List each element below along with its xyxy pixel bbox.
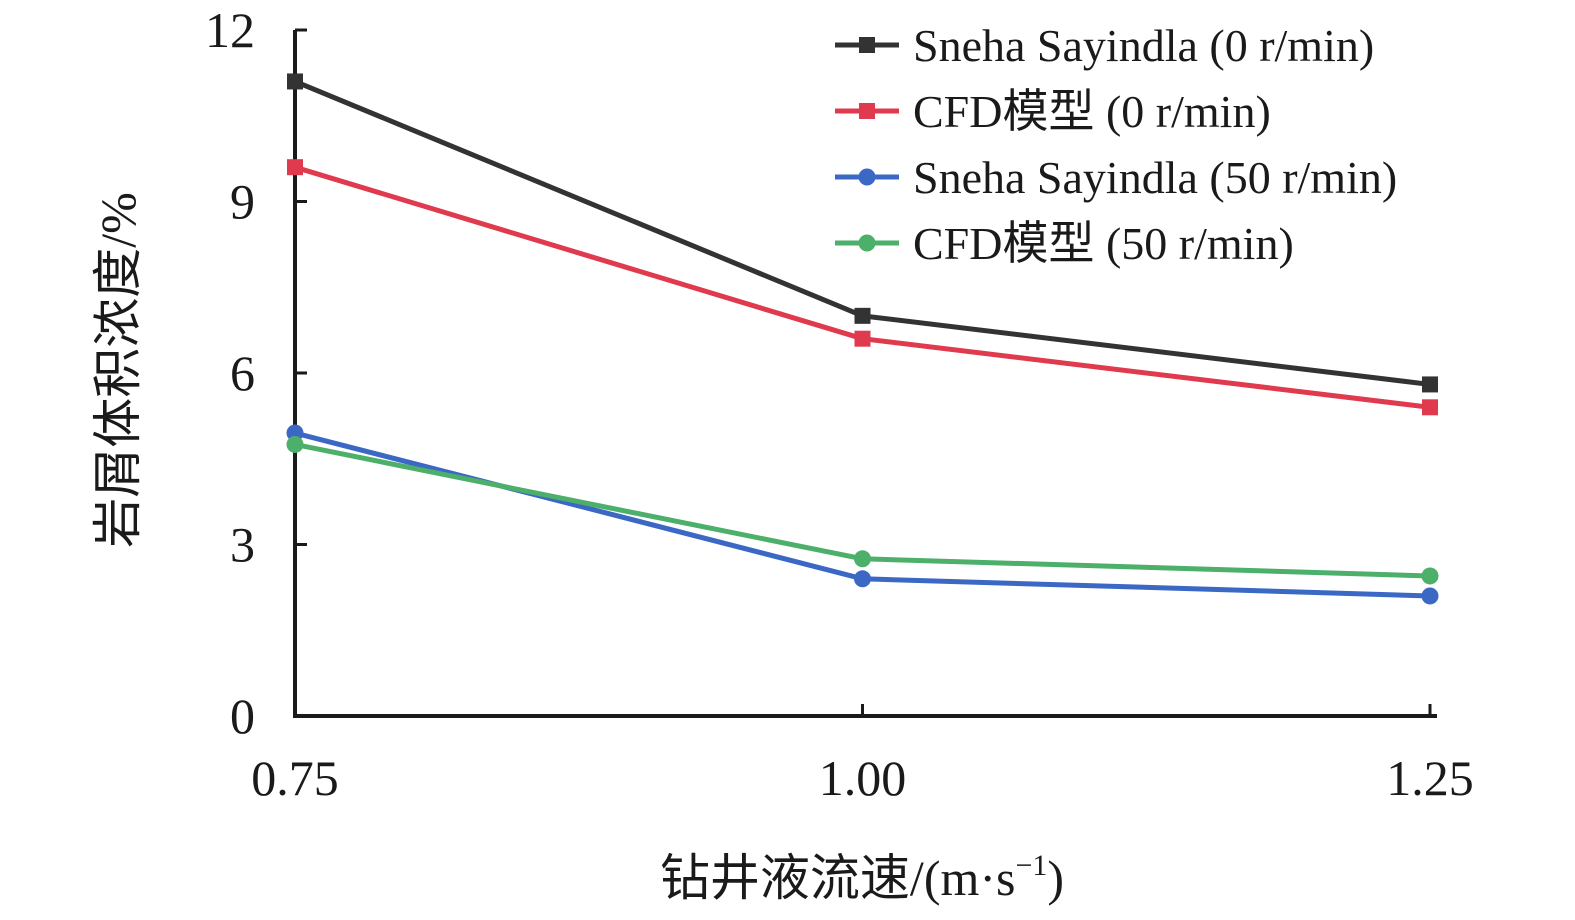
y-tick-label: 3 (230, 517, 255, 573)
y-tick-label: 9 (230, 174, 255, 230)
legend-label: CFD模型 (50 r/min) (913, 218, 1294, 269)
series-3 (286, 424, 1439, 605)
data-point (1422, 376, 1438, 393)
legend-swatch-marker (859, 37, 875, 53)
data-point (287, 73, 303, 90)
y-tick-label: 12 (205, 2, 255, 58)
data-point (854, 570, 871, 588)
x-ticks: 0.75 1.00 1.25 (251, 704, 1474, 806)
data-point (1422, 399, 1438, 416)
y-axis-title: 岩屑体积浓度/% (90, 192, 146, 548)
legend-label: CFD模型 (0 r/min) (913, 86, 1271, 137)
data-point (286, 435, 304, 453)
legend-label: Sneha Sayindla (0 r/min) (913, 20, 1374, 71)
data-point (854, 330, 871, 347)
x-tick-label: 1.00 (819, 750, 907, 806)
x-axis-title: 钻井液流速/(m·s−1) (660, 849, 1064, 906)
series-4 (286, 435, 1439, 585)
y-ticks: 0 3 6 9 12 (205, 2, 307, 744)
x-tick-label: 1.25 (1386, 750, 1474, 806)
y-tick-label: 6 (230, 345, 255, 401)
series-2 (287, 159, 1438, 416)
legend-item: CFD模型 (0 r/min) (835, 86, 1271, 137)
legend-swatch-marker (859, 103, 875, 119)
series-line (294, 164, 1431, 410)
legend-item: Sneha Sayindla (0 r/min) (835, 20, 1374, 71)
series-layer (286, 73, 1439, 605)
data-point (1421, 567, 1439, 585)
legend: Sneha Sayindla (0 r/min) CFD模型 (0 r/min) S… (835, 20, 1397, 269)
data-point (854, 550, 871, 568)
data-point (854, 307, 871, 324)
series-1 (287, 73, 1438, 393)
data-point (287, 159, 303, 176)
legend-item: Sneha Sayindla (50 r/min) (835, 152, 1397, 203)
legend-swatch-marker (858, 168, 876, 186)
legend-label: Sneha Sayindla (50 r/min) (913, 152, 1397, 203)
legend-swatch-marker (858, 234, 876, 252)
legend-item: CFD模型 (50 r/min) (835, 218, 1294, 269)
x-tick-label: 0.75 (251, 750, 339, 806)
y-tick-label: 0 (230, 688, 255, 744)
data-point (1421, 587, 1439, 605)
